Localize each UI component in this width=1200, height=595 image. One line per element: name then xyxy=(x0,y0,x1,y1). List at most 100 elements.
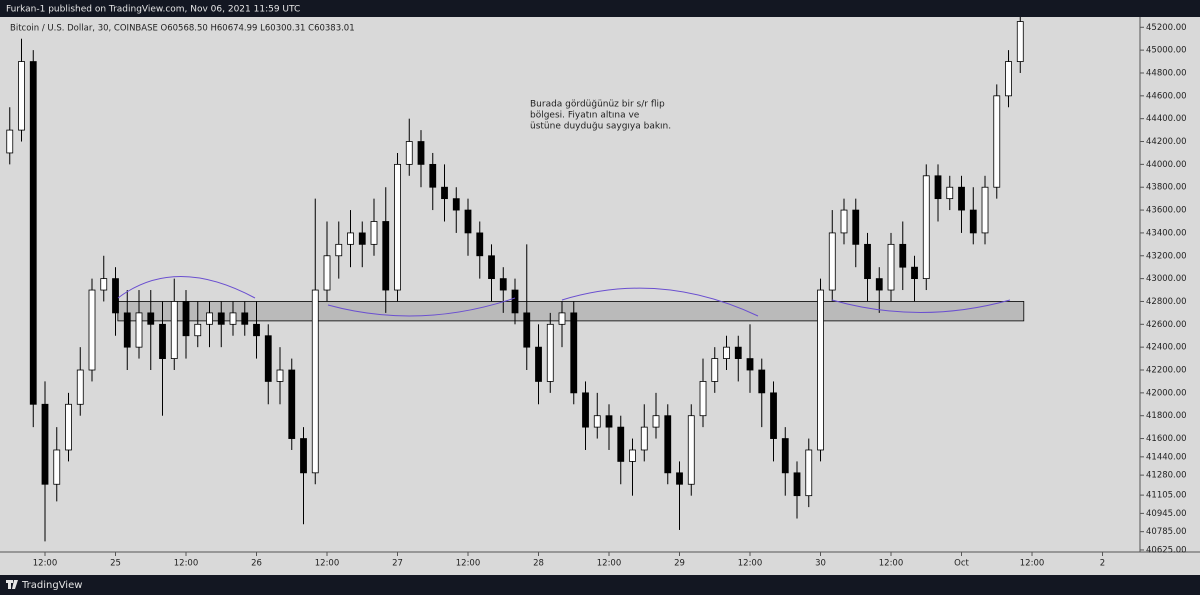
candle-body xyxy=(746,358,754,371)
candle-body xyxy=(452,198,460,211)
y-tick-label: 42200.00 xyxy=(1146,366,1187,376)
candle-body xyxy=(1016,21,1024,62)
candle-body xyxy=(41,403,49,485)
candle-body xyxy=(864,243,871,280)
candle-body xyxy=(558,312,566,325)
candle-body xyxy=(499,278,507,291)
annotation-line: bölgesi. Fiyatın altına ve xyxy=(530,111,640,121)
candle-body xyxy=(758,369,766,394)
candle-body xyxy=(358,232,366,245)
candle-body xyxy=(805,449,813,497)
candle-body xyxy=(476,232,484,257)
y-tick-label: 42800.00 xyxy=(1146,297,1187,307)
candle-body xyxy=(206,312,213,325)
x-tick-label: Oct xyxy=(954,559,969,569)
y-tick-label: 45200.00 xyxy=(1146,23,1187,33)
y-tick-label: 42000.00 xyxy=(1146,388,1187,398)
candle-body xyxy=(781,438,789,474)
candle-body xyxy=(29,61,37,405)
x-tick-label: 12:00 xyxy=(33,559,58,569)
candle-body xyxy=(523,312,531,348)
x-tick-label: 12:00 xyxy=(456,559,481,569)
y-tick-label: 43600.00 xyxy=(1146,206,1187,216)
candle-body xyxy=(911,266,918,280)
y-tick-label: 44200.00 xyxy=(1146,137,1187,147)
y-tick-label: 43200.00 xyxy=(1146,251,1187,261)
candle-body xyxy=(417,141,425,165)
candle-body xyxy=(958,186,965,211)
y-tick-label: 42400.00 xyxy=(1146,343,1187,353)
candle-body xyxy=(734,346,742,359)
candle-body xyxy=(840,209,848,234)
candle-body xyxy=(993,95,1001,188)
y-tick-label: 45000.00 xyxy=(1146,46,1187,56)
y-tick-label: 40625.00 xyxy=(1146,545,1187,555)
candle-body xyxy=(53,449,61,485)
arrow-curve xyxy=(561,287,759,317)
candle-body xyxy=(135,312,143,348)
candle-body xyxy=(300,438,307,474)
y-tick-label: 44800.00 xyxy=(1146,68,1187,78)
x-tick-label: 26 xyxy=(251,559,262,569)
y-tick-label: 43400.00 xyxy=(1146,228,1187,238)
x-tick-label: 12:00 xyxy=(738,559,763,569)
candle-body xyxy=(76,369,84,405)
publish-line: Furkan-1 published on TradingView.com, N… xyxy=(6,5,300,15)
candle-body xyxy=(934,175,942,200)
candle-body xyxy=(229,312,237,325)
y-tick-label: 44400.00 xyxy=(1146,114,1187,124)
candle-body xyxy=(723,346,730,359)
candle-body xyxy=(570,312,578,394)
arrows xyxy=(117,276,1011,317)
y-tick-label: 44600.00 xyxy=(1146,91,1187,101)
candle-body xyxy=(875,278,883,291)
y-tick-label: 41600.00 xyxy=(1146,434,1187,444)
y-tick-label: 42600.00 xyxy=(1146,320,1187,330)
candle-body xyxy=(182,301,190,337)
x-tick-label: 30 xyxy=(815,559,826,569)
candle-body xyxy=(347,232,354,245)
candle-body xyxy=(405,141,413,165)
candle-body xyxy=(6,129,14,154)
candle-body xyxy=(264,335,272,382)
candle-body xyxy=(652,415,660,428)
y-tick-label: 41440.00 xyxy=(1146,452,1187,462)
x-tick-label: 29 xyxy=(674,559,685,569)
candle-body xyxy=(676,472,683,485)
x-tick-label: 2 xyxy=(1100,559,1105,569)
y-tick-label: 41105.00 xyxy=(1146,491,1187,501)
bottom-bar xyxy=(0,575,1200,595)
annotation-line: Burada gördüğünüz bir s/r flip xyxy=(530,100,665,110)
candle-body xyxy=(241,312,249,325)
x-tick-label: 28 xyxy=(533,559,544,569)
candle-body xyxy=(464,209,472,234)
x-tick-label: 25 xyxy=(110,559,121,569)
candle-body xyxy=(100,278,108,291)
candle-body xyxy=(711,358,719,382)
candle-body xyxy=(770,392,777,439)
x-tick-label: 27 xyxy=(392,559,403,569)
candle-body xyxy=(617,426,625,462)
candle-body xyxy=(828,232,836,291)
candle-body xyxy=(981,186,989,234)
candle-body xyxy=(335,243,343,257)
candle-body xyxy=(511,289,519,314)
candle-body xyxy=(288,369,296,439)
candle-body xyxy=(922,175,930,280)
y-tick-label: 43000.00 xyxy=(1146,274,1187,284)
candle-body xyxy=(1005,61,1012,97)
x-tick-label: 12:00 xyxy=(879,559,904,569)
candle-body xyxy=(276,369,284,382)
candle-body xyxy=(429,163,437,188)
candle-body xyxy=(640,426,648,451)
candle-body xyxy=(323,255,331,291)
y-tick-label: 41800.00 xyxy=(1146,411,1187,421)
symbol-line: Bitcoin / U.S. Dollar, 30, COINBASE O605… xyxy=(10,24,355,34)
candle-body xyxy=(217,312,225,325)
candle-body xyxy=(946,186,954,200)
x-tick-label: 12:00 xyxy=(174,559,199,569)
candle-body xyxy=(441,186,448,200)
x-tick-label: 12:00 xyxy=(315,559,340,569)
candle-body xyxy=(194,323,202,337)
